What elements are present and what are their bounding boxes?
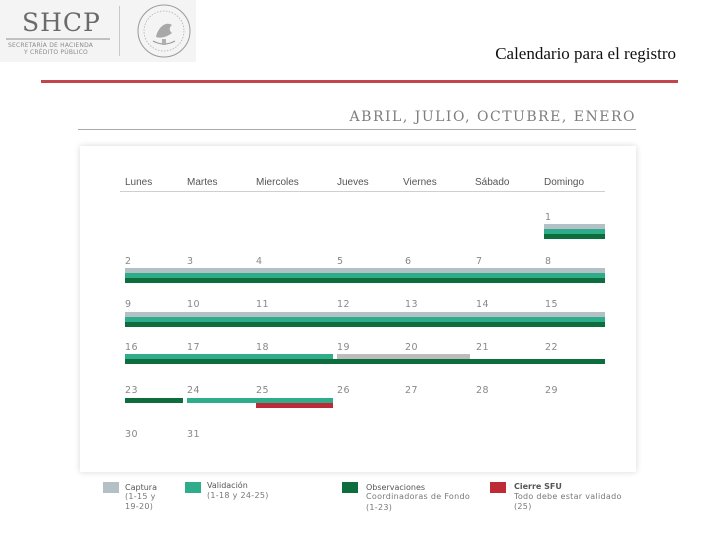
legend-text-observaciones: Coordinadoras de Fondo bbox=[366, 492, 471, 501]
calendar-date: 11 bbox=[256, 299, 270, 310]
logo-area: SHCP SECRETARÍA DE HACIENDA Y CRÉDITO PÚ… bbox=[0, 0, 196, 62]
logo-line bbox=[6, 38, 110, 40]
calendar-date: 4 bbox=[256, 256, 263, 267]
logo-text: SHCP bbox=[22, 8, 101, 37]
bar-validacion bbox=[125, 273, 605, 278]
calendar-date: 13 bbox=[405, 299, 419, 310]
day-header-sabado: Sábado bbox=[475, 177, 510, 188]
calendar-date: 21 bbox=[476, 342, 490, 353]
legend-text-captura: (1-15 y bbox=[125, 492, 156, 501]
bar-validacion bbox=[187, 398, 333, 403]
legend-title-observaciones: Observaciones bbox=[366, 483, 426, 492]
calendar-date: 14 bbox=[476, 299, 490, 310]
logo-subtitle-1: SECRETARÍA DE HACIENDA bbox=[8, 42, 94, 49]
bar-validacion bbox=[125, 354, 333, 359]
calendar-date: 18 bbox=[256, 342, 270, 353]
page-title: Calendario para el registro bbox=[495, 44, 676, 63]
legend-title-captura: Captura bbox=[125, 483, 157, 492]
calendar-date: 23 bbox=[125, 385, 139, 396]
bar-observaciones bbox=[125, 398, 183, 403]
calendar-date: 9 bbox=[125, 299, 132, 310]
legend-text-observaciones: (1-23) bbox=[366, 503, 393, 512]
calendar-date: 12 bbox=[337, 299, 351, 310]
bar-observaciones bbox=[125, 359, 605, 364]
legend-text-captura: 19-20) bbox=[125, 502, 154, 511]
legend-swatch-validacion bbox=[185, 482, 201, 493]
calendar-date: 30 bbox=[125, 429, 139, 440]
calendar-date: 7 bbox=[476, 256, 483, 267]
months-heading: ABRIL, JULIO, OCTUBRE, ENERO bbox=[349, 109, 636, 125]
calendar-date: 31 bbox=[187, 429, 201, 440]
seal-icon bbox=[137, 4, 191, 58]
bar-observaciones bbox=[125, 278, 605, 283]
calendar-date: 17 bbox=[187, 342, 201, 353]
bar-observaciones bbox=[125, 322, 605, 327]
logo-subtitle-2: Y CRÉDITO PÚBLICO bbox=[24, 49, 88, 56]
day-header-martes: Martes bbox=[187, 177, 218, 188]
legend-swatch-captura bbox=[103, 482, 119, 493]
calendar-date: 10 bbox=[187, 299, 201, 310]
calendar-date: 20 bbox=[405, 342, 419, 353]
bar-cierre bbox=[256, 403, 333, 408]
day-header-viernes: Viernes bbox=[403, 177, 437, 188]
day-header-miercoles: Miercoles bbox=[256, 177, 299, 188]
calendar-date: 16 bbox=[125, 342, 139, 353]
bar-captura bbox=[544, 224, 605, 229]
calendar-date: 5 bbox=[337, 256, 344, 267]
bar-captura bbox=[125, 268, 605, 273]
calendar-date: 24 bbox=[187, 385, 201, 396]
legend-text-validacion: (1-18 y 24-25) bbox=[207, 491, 269, 500]
calendar-date: 2 bbox=[125, 256, 132, 267]
months-rule bbox=[78, 129, 636, 130]
legend-text-cierre: (25) bbox=[514, 502, 532, 511]
legend-swatch-cierre bbox=[490, 482, 506, 493]
legend-text-cierre: Todo debe estar validado bbox=[514, 492, 622, 501]
calendar-card bbox=[80, 146, 636, 472]
calendar-date: 25 bbox=[256, 385, 270, 396]
calendar-date: 3 bbox=[187, 256, 194, 267]
calendar-date: 15 bbox=[545, 299, 559, 310]
day-header-jueves: Jueves bbox=[337, 177, 369, 188]
calendar-date: 19 bbox=[337, 342, 351, 353]
bar-validacion bbox=[125, 317, 605, 322]
header-rule bbox=[120, 191, 605, 192]
calendar-date: 27 bbox=[405, 385, 419, 396]
day-header-lunes: Lunes bbox=[125, 177, 153, 188]
calendar-date: 6 bbox=[405, 256, 412, 267]
bar-validacion bbox=[544, 229, 605, 234]
bar-captura bbox=[337, 354, 470, 359]
day-header-domingo: Domingo bbox=[544, 177, 585, 188]
legend-swatch-observaciones bbox=[342, 482, 358, 493]
calendar-date: 1 bbox=[545, 212, 552, 223]
calendar-date: 28 bbox=[476, 385, 490, 396]
calendar-date: 26 bbox=[337, 385, 351, 396]
bar-captura bbox=[125, 312, 605, 317]
bar-observaciones bbox=[544, 234, 605, 239]
calendar-date: 8 bbox=[545, 256, 552, 267]
calendar-date: 29 bbox=[545, 385, 559, 396]
title-rule bbox=[41, 80, 678, 83]
calendar-date: 22 bbox=[545, 342, 559, 353]
logo-divider bbox=[119, 6, 120, 56]
legend-title-validacion: Validación bbox=[207, 481, 248, 490]
legend-title-cierre: Cierre SFU bbox=[514, 482, 562, 491]
